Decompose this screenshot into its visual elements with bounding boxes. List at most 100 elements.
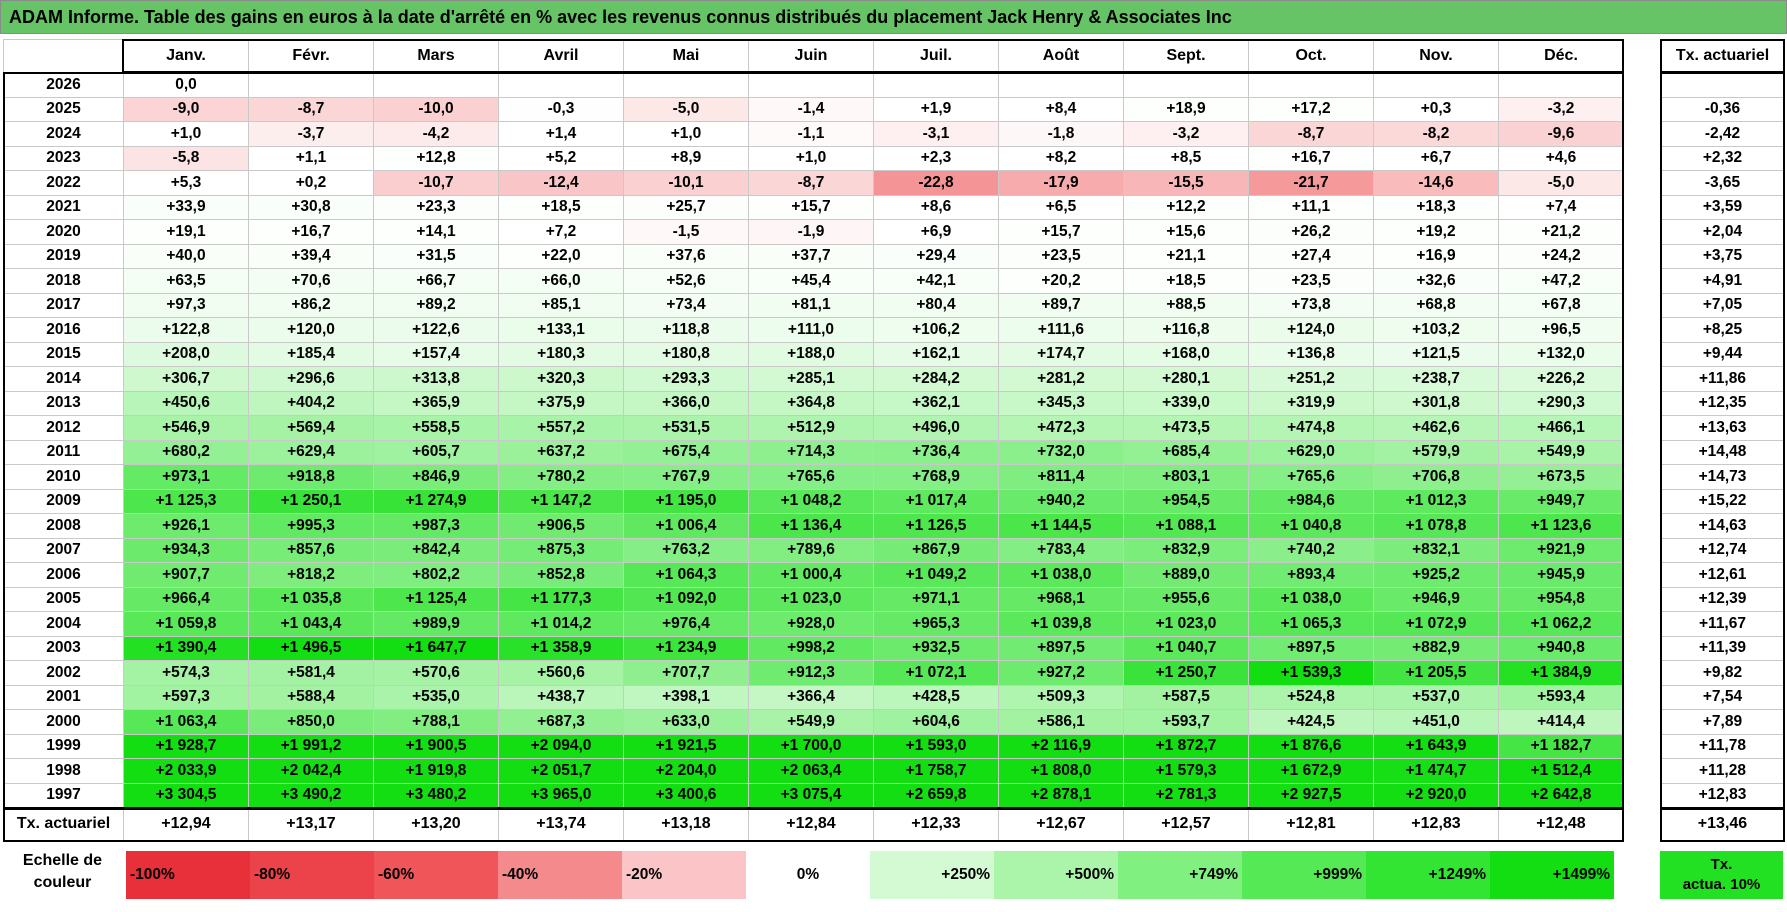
- value-cell: [248, 72, 374, 98]
- value-cell: -17,9: [998, 170, 1124, 196]
- value-cell: +16,7: [1248, 145, 1374, 171]
- value-cell: +998,2: [748, 635, 874, 661]
- value-cell: +438,7: [498, 684, 624, 710]
- value-cell: +120,0: [248, 317, 374, 343]
- value-cell: +12,8: [373, 145, 499, 171]
- column-header: Oct.: [1248, 39, 1374, 73]
- table-row: 2015 +208,0 +185,4 +157,4 +180,3 +180,8 +188,0…: [3, 341, 1624, 367]
- footer-cell: +12,84: [748, 807, 874, 841]
- value-cell: +5,3: [123, 170, 249, 196]
- value-cell: +121,5: [1373, 341, 1499, 367]
- actuarial-row: +14,63: [1660, 513, 1785, 539]
- value-cell: +995,3: [248, 513, 374, 539]
- actuarial-row: [1660, 72, 1785, 98]
- value-cell: +1 872,7: [1123, 733, 1249, 759]
- value-cell: +474,8: [1248, 415, 1374, 441]
- value-cell: +3 304,5: [123, 782, 249, 808]
- table-row: 1999 +1 928,7 +1 991,2 +1 900,5 +2 094,0 +1 9…: [3, 733, 1624, 759]
- value-cell: +597,3: [123, 684, 249, 710]
- actuarial-row: +15,22: [1660, 488, 1785, 514]
- value-cell: +8,6: [873, 194, 999, 220]
- column-header: Juin: [748, 39, 874, 73]
- value-cell: +63,5: [123, 268, 249, 294]
- value-cell: +2 051,7: [498, 758, 624, 784]
- value-cell: +574,3: [123, 660, 249, 686]
- actuarial-row: +11,28: [1660, 758, 1785, 784]
- value-cell: +180,8: [623, 341, 749, 367]
- value-cell: +1,1: [248, 145, 374, 171]
- value-cell: -8,7: [248, 96, 374, 122]
- value-cell: +364,8: [748, 390, 874, 416]
- year-label: 1999: [3, 733, 124, 759]
- value-cell: +1 643,9: [1373, 733, 1499, 759]
- value-cell: +37,7: [748, 243, 874, 269]
- actuarial-cell: +8,25: [1660, 317, 1785, 343]
- value-cell: +31,5: [373, 243, 499, 269]
- value-cell: +8,9: [623, 145, 749, 171]
- value-cell: 0,0: [123, 72, 249, 98]
- value-cell: +1 062,2: [1498, 611, 1624, 637]
- value-cell: +1 048,2: [748, 488, 874, 514]
- actuarial-row: +7,89: [1660, 709, 1785, 735]
- value-cell: -9,6: [1498, 121, 1624, 147]
- value-cell: +593,7: [1123, 709, 1249, 735]
- value-cell: +1,0: [123, 121, 249, 147]
- value-cell: +1,4: [498, 121, 624, 147]
- value-cell: +366,4: [748, 684, 874, 710]
- value-cell: +188,0: [748, 341, 874, 367]
- value-cell: +783,4: [998, 537, 1124, 563]
- value-cell: +1 038,0: [1248, 586, 1374, 612]
- value-cell: +629,4: [248, 439, 374, 465]
- value-cell: +788,1: [373, 709, 499, 735]
- value-cell: +2 642,8: [1498, 782, 1624, 808]
- value-cell: +89,2: [373, 292, 499, 318]
- value-cell: +366,0: [623, 390, 749, 416]
- table-row: 2017 +97,3 +86,2 +89,2 +85,1 +73,4 +81,1 +80,4 +…: [3, 292, 1624, 318]
- value-cell: +1 043,4: [248, 611, 374, 637]
- actuarial-cell: +9,82: [1660, 660, 1785, 686]
- year-label: 2007: [3, 537, 124, 563]
- year-label: 2023: [3, 145, 124, 171]
- value-cell: +593,4: [1498, 684, 1624, 710]
- value-cell: +15,6: [1123, 219, 1249, 245]
- column-header: Janv.: [123, 39, 249, 73]
- value-cell: +875,3: [498, 537, 624, 563]
- year-label: 2005: [3, 586, 124, 612]
- value-cell: +27,4: [1248, 243, 1374, 269]
- actuarial-row: +11,86: [1660, 366, 1785, 392]
- value-cell: -9,0: [123, 96, 249, 122]
- actuarial-row: +12,39: [1660, 586, 1785, 612]
- value-cell: +832,1: [1373, 537, 1499, 563]
- value-cell: [1373, 72, 1499, 98]
- value-cell: +8,2: [998, 145, 1124, 171]
- value-cell: +818,2: [248, 562, 374, 588]
- value-cell: +1 035,8: [248, 586, 374, 612]
- value-cell: +450,6: [123, 390, 249, 416]
- value-cell: -1,4: [748, 96, 874, 122]
- value-cell: +281,2: [998, 366, 1124, 392]
- value-cell: +375,9: [498, 390, 624, 416]
- value-cell: +81,1: [748, 292, 874, 318]
- footer-cell: +13,20: [373, 807, 499, 841]
- value-cell: +97,3: [123, 292, 249, 318]
- value-cell: +882,9: [1373, 635, 1499, 661]
- value-cell: +1 065,3: [1248, 611, 1374, 637]
- value-cell: +18,9: [1123, 96, 1249, 122]
- value-cell: +685,4: [1123, 439, 1249, 465]
- year-label: 2012: [3, 415, 124, 441]
- value-cell: +740,2: [1248, 537, 1374, 563]
- value-cell: +208,0: [123, 341, 249, 367]
- value-cell: -8,7: [1248, 121, 1374, 147]
- value-cell: +32,6: [1373, 268, 1499, 294]
- value-cell: +706,8: [1373, 464, 1499, 490]
- value-cell: +2 204,0: [623, 758, 749, 784]
- value-cell: +925,2: [1373, 562, 1499, 588]
- year-label: 2015: [3, 341, 124, 367]
- value-cell: +1 672,9: [1248, 758, 1374, 784]
- footer-cell: +12,48: [1498, 807, 1624, 841]
- value-cell: +15,7: [998, 219, 1124, 245]
- value-cell: +319,9: [1248, 390, 1374, 416]
- value-cell: +867,9: [873, 537, 999, 563]
- actuarial-cell: +11,78: [1660, 733, 1785, 759]
- value-cell: +857,6: [248, 537, 374, 563]
